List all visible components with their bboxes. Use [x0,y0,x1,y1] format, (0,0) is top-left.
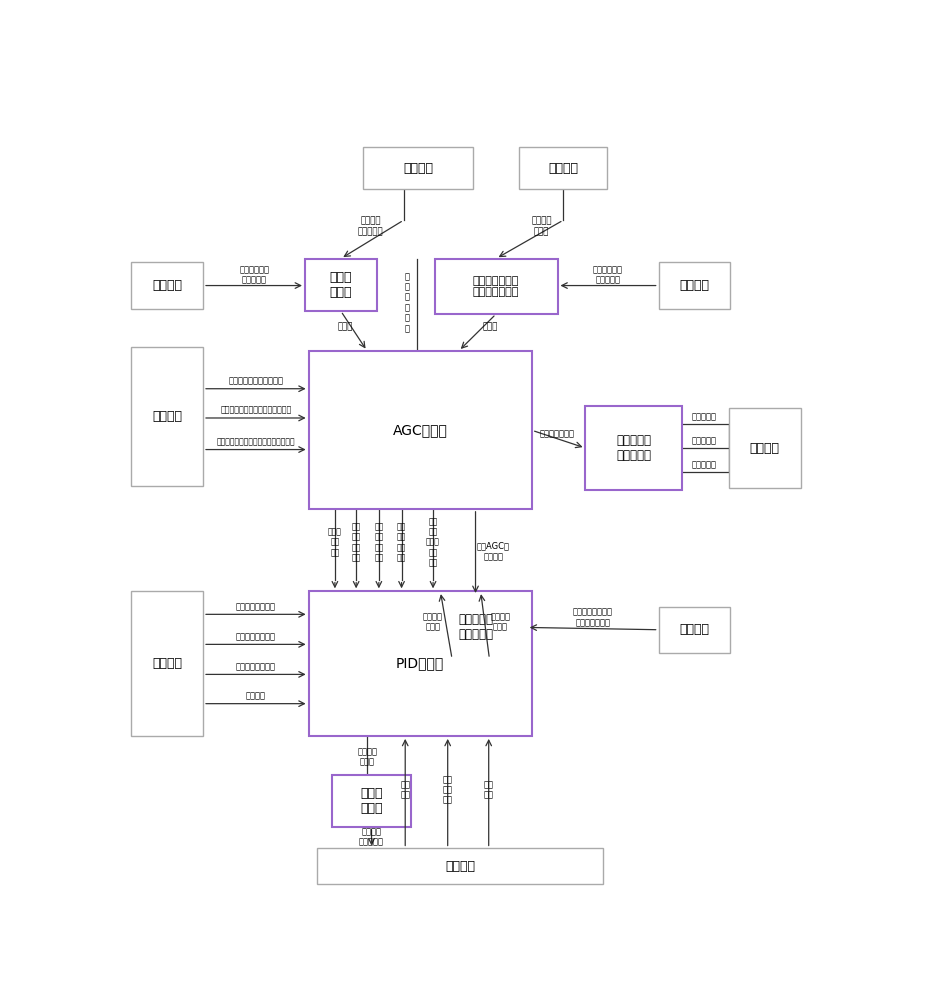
Text: 单机
有功
调节
死区: 单机 有功 调节 死区 [374,522,383,562]
Text: 多个水头
测量源测值: 多个水头 测量源测值 [358,217,383,236]
Text: 单机有功设
定值预处理: 单机有功设 定值预处理 [458,613,493,641]
Text: 运行人员手动输入
单机有功设定值: 运行人员手动输入 单机有功设定值 [572,608,612,627]
Text: 单机有功调节死区: 单机有功调节死区 [236,602,276,611]
Text: 集控设定值: 集控设定值 [691,437,716,446]
Text: 运行人员手动
输入优先级: 运行人员手动 输入优先级 [593,265,622,284]
Bar [363,147,473,189]
Text: 历史数据: 历史数据 [548,162,578,175]
Bar [131,347,203,486]
Bar [728,408,800,488]
Text: 水头值
预处理: 水头值 预处理 [329,271,352,299]
Bar [434,259,557,314]
Bar [519,147,607,189]
Bar [308,591,531,736]
Text: 多个有功
测量源测值: 多个有功 测量源测值 [359,827,383,847]
Text: 设备参数: 设备参数 [152,410,182,423]
Text: 全站有功目标值: 全站有功目标值 [539,430,575,439]
Text: 动态参数: 动态参数 [679,279,709,292]
Bar [658,262,730,309]
Bar [317,848,602,884]
Text: 当前
水头
下机组
出力
上限: 当前 水头 下机组 出力 上限 [426,517,440,568]
Text: 实发值
预处理: 实发值 预处理 [360,787,382,815]
Text: PID功能块: PID功能块 [396,657,444,671]
Text: 电厂设定值: 电厂设定值 [691,460,716,469]
Bar [584,406,682,490]
Bar [308,351,531,509]
Text: 调频系数: 调频系数 [245,691,265,700]
Text: 水头值: 水头值 [337,323,352,332]
Text: AGC功能块: AGC功能块 [393,423,447,437]
Text: 单机
调频
修正
有功: 单机 调频 修正 有功 [351,522,361,562]
Text: 自动计算
优先级: 自动计算 优先级 [531,217,551,236]
Text: 全
厂
有
无
事
故: 全 厂 有 无 事 故 [404,272,410,333]
Bar [658,607,730,653]
Text: 机组不良工况运
行优先级预处理: 机组不良工况运 行优先级预处理 [472,276,518,297]
Text: 单机有
功实
发值: 单机有 功实 发值 [328,527,342,557]
Text: 单机有功
实发值: 单机有功 实发值 [490,612,510,632]
Bar [131,591,203,736]
Text: 机组
有无
事故: 机组 有无 事故 [442,775,452,805]
Bar [131,262,203,309]
Text: 单机AGC有
功分配值: 单机AGC有 功分配值 [476,542,509,561]
Text: 单机
有功
设定
差限: 单机 有功 设定 差限 [396,522,406,562]
Text: 动态参数: 动态参数 [403,162,433,175]
Text: 单机有功设定差限: 单机有功设定差限 [236,632,276,641]
Text: 不同水头各机组出力上限: 不同水头各机组出力上限 [228,377,283,386]
Text: 动态参数: 动态参数 [679,623,709,636]
Text: 动态参数: 动态参数 [445,860,475,873]
Text: 电网设定值: 电网设定值 [691,413,716,422]
Text: 动态参数: 动态参数 [749,442,779,455]
Text: 单机有功突变界限: 单机有功突变界限 [236,662,276,671]
Text: 设备参数: 设备参数 [152,657,182,670]
Text: 动态参数: 动态参数 [152,279,182,292]
Text: 不同水头各机组各单机限制运行区范围: 不同水头各机组各单机限制运行区范围 [216,437,295,446]
Text: 单机有功
设定值: 单机有功 设定值 [423,612,443,632]
Text: 全站有目标
值的预处理: 全站有目标 值的预处理 [615,434,650,462]
Text: 机组
状态: 机组 状态 [400,780,410,800]
Text: 不同水头各机组各单机振动区范围: 不同水头各机组各单机振动区范围 [220,406,291,415]
Text: 优先级: 优先级 [482,323,497,332]
Bar [331,774,411,827]
Bar [424,596,526,659]
Text: 频率
偏差: 频率 偏差 [483,780,493,800]
Bar [305,259,377,311]
Text: 运行人员手动
输入水头值: 运行人员手动 输入水头值 [239,265,269,284]
Text: 单机有功
实发值: 单机有功 实发值 [357,747,377,766]
